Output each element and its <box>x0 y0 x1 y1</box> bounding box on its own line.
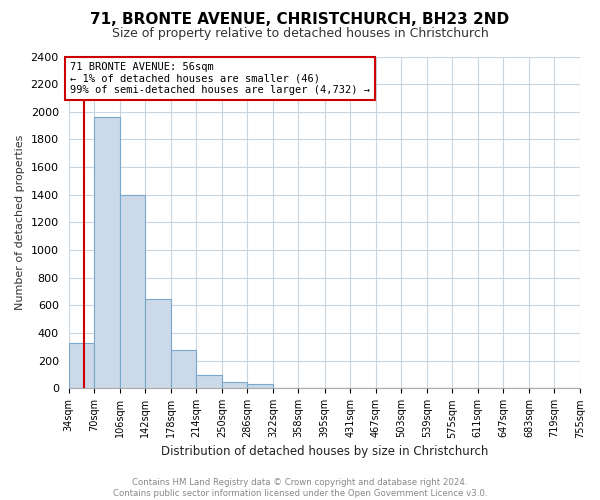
Y-axis label: Number of detached properties: Number of detached properties <box>15 134 25 310</box>
Bar <box>222 382 247 388</box>
Bar <box>247 384 273 388</box>
Text: 71, BRONTE AVENUE, CHRISTCHURCH, BH23 2ND: 71, BRONTE AVENUE, CHRISTCHURCH, BH23 2N… <box>91 12 509 28</box>
X-axis label: Distribution of detached houses by size in Christchurch: Distribution of detached houses by size … <box>161 444 488 458</box>
Bar <box>94 118 119 388</box>
Bar <box>119 195 145 388</box>
Bar <box>170 350 196 389</box>
Bar <box>68 342 94 388</box>
Bar <box>145 299 170 388</box>
Text: Contains HM Land Registry data © Crown copyright and database right 2024.
Contai: Contains HM Land Registry data © Crown c… <box>113 478 487 498</box>
Text: 71 BRONTE AVENUE: 56sqm
← 1% of detached houses are smaller (46)
99% of semi-det: 71 BRONTE AVENUE: 56sqm ← 1% of detached… <box>70 62 370 95</box>
Text: Size of property relative to detached houses in Christchurch: Size of property relative to detached ho… <box>112 28 488 40</box>
Bar <box>196 374 222 388</box>
